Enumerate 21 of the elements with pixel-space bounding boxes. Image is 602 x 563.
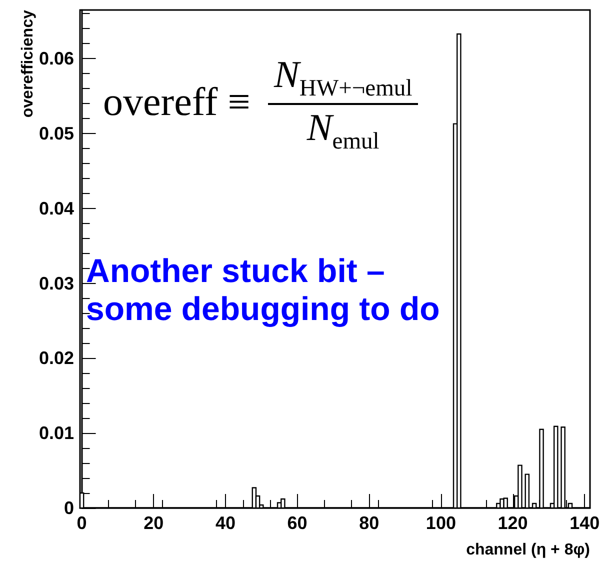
y-axis-title: overefficiency — [20, 10, 36, 118]
annotation: Another stuck bit – some debugging to do — [86, 252, 441, 328]
x-tick-label: 100 — [426, 513, 456, 533]
annotation: N$_{HW+¬emul}$ — [268, 54, 418, 106]
x-tick-label: 80 — [359, 513, 380, 533]
annotation: N$_{emul}$ — [306, 106, 380, 155]
x-tick-label: 60 — [287, 513, 308, 533]
x-tick-label: 40 — [215, 513, 236, 533]
y-tick-label: 0.05 — [38, 124, 74, 144]
x-tick-label: 140 — [570, 513, 600, 533]
y-tick-label: 0 — [64, 498, 74, 518]
x-axis-title: channel (η + 8φ) — [466, 542, 590, 558]
y-tick-label: 0.01 — [38, 423, 74, 444]
x-tick-label: 0 — [76, 513, 87, 533]
annotation: overeff ≡ — [103, 78, 250, 125]
x-tick-label: 120 — [498, 513, 528, 533]
y-tick-label: 0.03 — [38, 273, 74, 294]
x-tick-label: 20 — [144, 513, 164, 533]
y-tick-label: 0.04 — [38, 198, 74, 218]
y-tick-label: 0.06 — [38, 48, 74, 69]
y-tick-label: 0.02 — [38, 348, 74, 368]
